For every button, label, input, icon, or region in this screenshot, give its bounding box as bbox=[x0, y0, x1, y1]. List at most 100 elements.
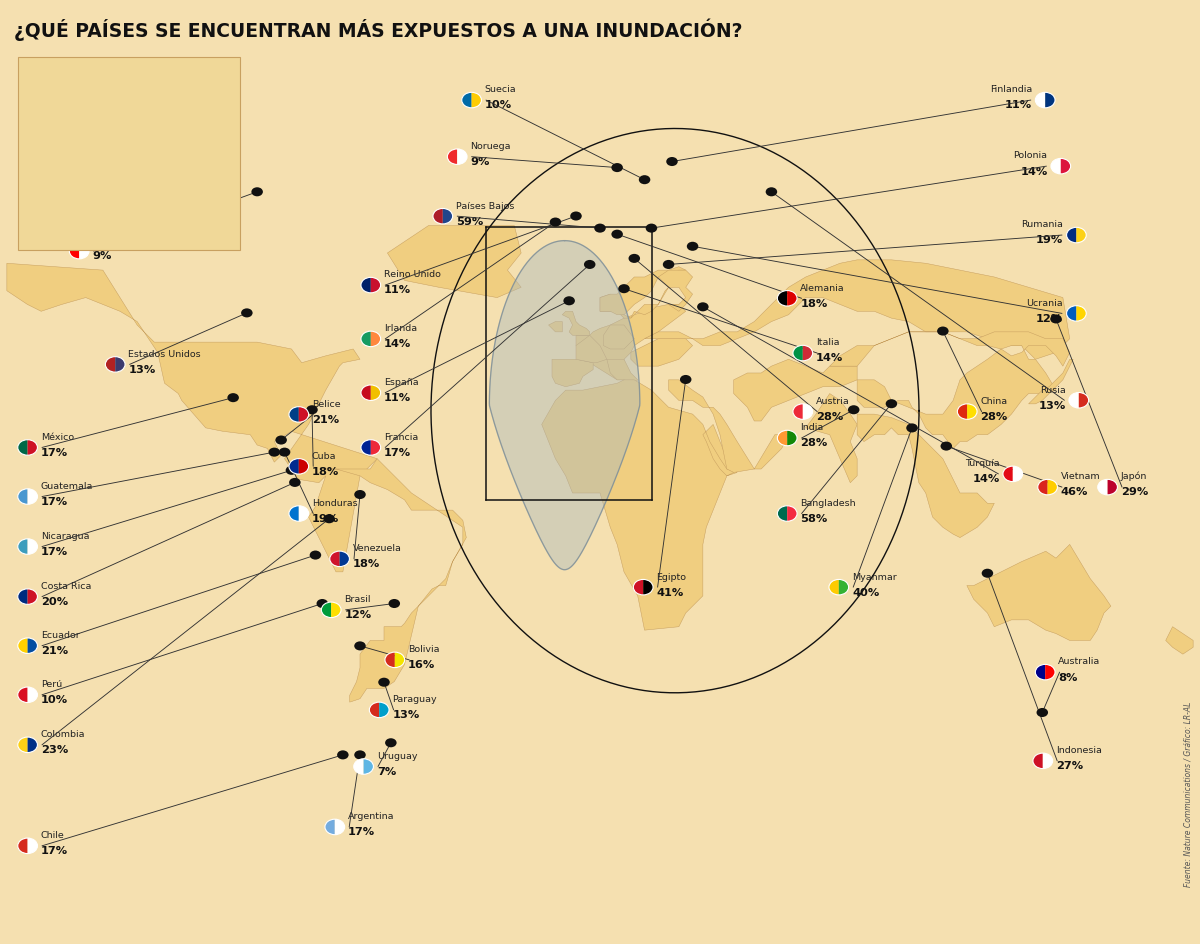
Text: 18%: 18% bbox=[353, 559, 380, 569]
Text: 41%: 41% bbox=[656, 587, 684, 598]
Text: Indonesia: Indonesia bbox=[1056, 746, 1102, 755]
Text: Honduras: Honduras bbox=[312, 498, 358, 508]
Polygon shape bbox=[967, 545, 1111, 640]
Polygon shape bbox=[733, 360, 857, 421]
Text: Bangladesh: Bangladesh bbox=[800, 498, 856, 508]
Text: China: China bbox=[980, 396, 1008, 406]
Circle shape bbox=[30, 181, 52, 211]
Text: Myanmar: Myanmar bbox=[852, 572, 896, 582]
Text: Irlanda: Irlanda bbox=[384, 324, 418, 333]
Text: 14%: 14% bbox=[1020, 166, 1048, 177]
Text: 12%: 12% bbox=[1036, 313, 1063, 324]
Polygon shape bbox=[325, 459, 467, 702]
Text: 17%: 17% bbox=[41, 447, 68, 458]
Text: Argentina: Argentina bbox=[348, 812, 395, 821]
Text: 14%: 14% bbox=[972, 474, 1000, 484]
Polygon shape bbox=[857, 414, 995, 537]
Text: Bolivia: Bolivia bbox=[408, 645, 439, 654]
Polygon shape bbox=[600, 295, 631, 318]
Text: Rumania: Rumania bbox=[1021, 220, 1063, 229]
Text: Vietnam: Vietnam bbox=[1061, 472, 1100, 481]
Circle shape bbox=[32, 184, 40, 194]
Text: Perú: Perú bbox=[41, 680, 62, 689]
Text: España: España bbox=[384, 378, 419, 387]
Text: Australia: Australia bbox=[1058, 657, 1100, 666]
Polygon shape bbox=[644, 260, 1069, 360]
Polygon shape bbox=[631, 270, 685, 318]
Text: Paraguay: Paraguay bbox=[392, 695, 437, 704]
Text: Italia: Italia bbox=[816, 338, 840, 347]
Text: Belice: Belice bbox=[312, 399, 341, 409]
Text: 46%: 46% bbox=[1061, 487, 1088, 497]
Text: 18%: 18% bbox=[312, 466, 340, 477]
Polygon shape bbox=[576, 335, 607, 362]
Text: Brasil: Brasil bbox=[344, 595, 371, 604]
Text: 17%: 17% bbox=[348, 827, 376, 837]
Text: México: México bbox=[41, 432, 74, 442]
Text: Países Bajos: Países Bajos bbox=[456, 201, 515, 211]
Text: Fuente: Nature Communications / Gráfico: LR-AL: Fuente: Nature Communications / Gráfico:… bbox=[1183, 702, 1193, 887]
Text: 20%: 20% bbox=[41, 597, 68, 607]
Polygon shape bbox=[829, 332, 1069, 448]
Polygon shape bbox=[631, 339, 692, 366]
Text: ¿QUÉ PAÍSES SE ENCUENTRAN MÁS EXPUESTOS A UNA INUNDACIÓN?: ¿QUÉ PAÍSES SE ENCUENTRAN MÁS EXPUESTOS … bbox=[14, 19, 743, 42]
Text: 19%: 19% bbox=[312, 514, 340, 524]
Text: 8%: 8% bbox=[1058, 672, 1078, 683]
Polygon shape bbox=[1028, 360, 1073, 404]
Polygon shape bbox=[668, 379, 788, 472]
Polygon shape bbox=[576, 304, 685, 383]
Text: 14%: 14% bbox=[816, 353, 844, 363]
Polygon shape bbox=[548, 322, 563, 332]
Polygon shape bbox=[541, 379, 737, 631]
Text: 59%: 59% bbox=[456, 216, 484, 227]
Text: Polonia: Polonia bbox=[1014, 151, 1048, 160]
Text: 14%: 14% bbox=[384, 339, 412, 349]
Text: Noruega: Noruega bbox=[470, 142, 511, 151]
Text: Suecia: Suecia bbox=[485, 85, 516, 94]
Text: Estados Unidos: Estados Unidos bbox=[128, 349, 202, 359]
Text: Cuba: Cuba bbox=[312, 451, 336, 461]
Polygon shape bbox=[805, 394, 857, 482]
Text: Egipto: Egipto bbox=[656, 572, 686, 582]
Text: 13%: 13% bbox=[128, 364, 156, 375]
Polygon shape bbox=[563, 312, 589, 335]
Text: Canadá: Canadá bbox=[92, 236, 128, 245]
Polygon shape bbox=[600, 267, 685, 314]
Text: Rusia: Rusia bbox=[1040, 385, 1066, 395]
Text: Finlandia: Finlandia bbox=[990, 85, 1032, 94]
Polygon shape bbox=[604, 325, 635, 349]
Text: 58%: 58% bbox=[800, 514, 828, 524]
Text: 10%: 10% bbox=[41, 695, 68, 705]
Text: La tasa está basada
en la población que se
encuentra en riesgo de
ser afectada p: La tasa está basada en la población que … bbox=[82, 72, 198, 139]
Text: India: India bbox=[800, 423, 823, 432]
Text: 10%: 10% bbox=[485, 100, 512, 110]
Text: 28%: 28% bbox=[816, 412, 844, 422]
Text: 11%: 11% bbox=[384, 285, 412, 295]
Text: 28%: 28% bbox=[800, 438, 828, 448]
Text: 21%: 21% bbox=[41, 646, 68, 656]
Text: 17%: 17% bbox=[41, 497, 68, 507]
Text: 40%: 40% bbox=[852, 587, 880, 598]
Text: Reino Unido: Reino Unido bbox=[384, 270, 440, 279]
Polygon shape bbox=[552, 360, 593, 387]
Text: 28%: 28% bbox=[980, 412, 1008, 422]
Text: Turquía: Turquía bbox=[965, 459, 1000, 468]
Text: Alemania: Alemania bbox=[800, 283, 845, 293]
Polygon shape bbox=[1165, 627, 1193, 654]
Text: Chile: Chile bbox=[41, 831, 65, 840]
Text: Nicaragua: Nicaragua bbox=[41, 531, 89, 541]
Text: Ucrania: Ucrania bbox=[1026, 298, 1063, 308]
Text: 11%: 11% bbox=[1004, 100, 1032, 110]
Text: 17%: 17% bbox=[41, 547, 68, 557]
Polygon shape bbox=[388, 226, 521, 297]
Text: 21%: 21% bbox=[312, 414, 340, 425]
Text: 27%: 27% bbox=[1056, 761, 1084, 771]
Text: Costa Rica: Costa Rica bbox=[41, 582, 91, 591]
Text: 17%: 17% bbox=[384, 447, 412, 458]
Text: Francia: Francia bbox=[384, 432, 419, 442]
Text: Ecuador: Ecuador bbox=[41, 631, 79, 640]
Text: 7%: 7% bbox=[377, 767, 396, 777]
Text: 13%: 13% bbox=[392, 710, 420, 720]
Text: Uruguay: Uruguay bbox=[377, 751, 418, 761]
Text: 18%: 18% bbox=[800, 298, 828, 309]
